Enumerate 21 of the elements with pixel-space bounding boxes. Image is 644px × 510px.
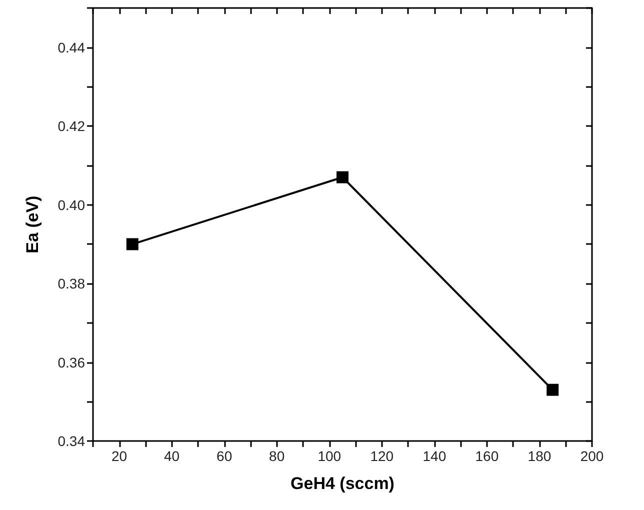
x-tick-label: 20 <box>111 448 128 464</box>
x-tick-label: 100 <box>318 448 342 464</box>
x-tick-label: 140 <box>422 448 446 464</box>
y-axis-title: Ea (eV) <box>23 196 42 254</box>
x-tick-label: 40 <box>164 448 180 464</box>
x-tick-label: 160 <box>475 448 499 464</box>
y-tick-label: 0.44 <box>58 39 86 56</box>
x-axis-title: GeH4 (sccm) <box>290 474 394 493</box>
y-tick-label: 0.36 <box>58 354 86 370</box>
y-tick-label: 0.42 <box>58 118 86 134</box>
point <box>126 238 138 250</box>
y-tick-label: 0.34 <box>58 433 86 449</box>
point <box>546 384 559 396</box>
x-tick-label: 120 <box>370 448 394 464</box>
x-tick-label: 200 <box>580 448 604 464</box>
y-tick-label: 0.38 <box>58 276 86 292</box>
x-tick-label: 180 <box>528 448 552 464</box>
x-tick-label: 80 <box>269 448 285 464</box>
x-tick-label: 60 <box>216 448 232 464</box>
point <box>336 171 348 184</box>
y-tick-label: 0.40 <box>58 196 86 213</box>
